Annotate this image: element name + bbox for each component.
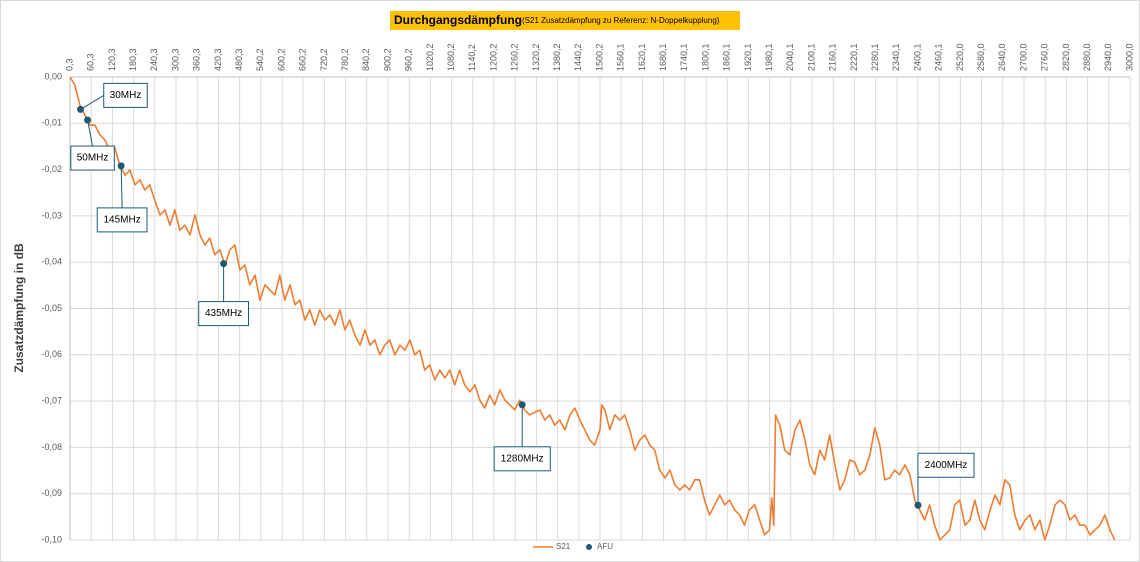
x-tick-label: 1980,1: [764, 43, 774, 71]
x-tick-label: 2820,0: [1061, 43, 1071, 71]
data-point: [220, 260, 228, 268]
x-tick-label: 2640,0: [997, 43, 1007, 71]
title-box: [390, 11, 740, 30]
y-tick-label: 0,00: [44, 71, 62, 81]
x-tick-label: 780,2: [340, 48, 350, 71]
callout-pointer: [87, 119, 94, 147]
x-tick-label: 2160,1: [828, 43, 838, 71]
x-tick-label: 2040,1: [785, 43, 795, 71]
x-tick-label: 960,2: [404, 48, 414, 71]
callout-label: 145MHz: [104, 215, 141, 226]
y-tick-label: -0,09: [41, 488, 62, 498]
data-line: [70, 76, 1116, 541]
callout-box: [103, 82, 148, 108]
chart-title: Durchgangsdämpfung: [394, 13, 522, 27]
chart-subtitle: (S21 Zusatzdämpfung zu Referenz: N-Doppe…: [522, 16, 720, 25]
callout-box: [96, 207, 148, 233]
x-tick-label: 840,2: [361, 48, 371, 71]
y-axis-label: Zusatzdämpfung in dB: [12, 243, 26, 373]
x-tick-label: 1080,2: [446, 43, 456, 71]
callout-pointer: [120, 165, 123, 208]
x-tick-label: 540,2: [255, 48, 265, 71]
callout-label: 30MHz: [110, 90, 142, 101]
x-tick-label: 300,3: [170, 48, 180, 71]
callout-label: 435MHz: [205, 308, 242, 319]
x-tick-label: 2460,1: [934, 43, 944, 71]
y-tick-label: -0,02: [41, 164, 62, 174]
callout-label: 1280MHz: [501, 453, 544, 464]
x-tick-label: 1320,2: [531, 43, 541, 71]
x-tick-label: 2880,0: [1082, 43, 1092, 71]
x-tick-label: 1620,1: [637, 43, 647, 71]
callout-box: [70, 145, 115, 171]
x-tick-label: 1920,1: [743, 43, 753, 71]
x-tick-label: 2760,0: [1040, 43, 1050, 71]
callout-box: [917, 452, 975, 478]
y-tick-label: -0,03: [41, 210, 62, 220]
x-tick-label: 2940,0: [1103, 43, 1113, 71]
x-tick-label: 1380,2: [552, 43, 562, 71]
y-tick-label: -0,08: [41, 442, 62, 452]
x-tick-label: 480,3: [234, 48, 244, 71]
y-tick-label: -0,10: [41, 534, 62, 544]
y-tick-label: -0,01: [41, 118, 62, 128]
x-tick-label: 1200,2: [488, 43, 498, 71]
legend-label: S21: [556, 542, 571, 551]
x-tick-label: 600,2: [276, 48, 286, 71]
x-tick-label: 720,2: [319, 48, 329, 71]
data-point: [84, 116, 92, 124]
x-tick-label: 240,3: [149, 48, 159, 71]
x-tick-label: 2100,1: [806, 43, 816, 71]
callout-box: [493, 446, 551, 472]
x-tick-label: 660,2: [298, 48, 308, 71]
x-tick-label: 1500,2: [594, 43, 604, 71]
x-tick-label: 1680,1: [658, 43, 668, 71]
x-tick-label: 2220,1: [849, 43, 859, 71]
callout-label: 2400MHz: [925, 460, 968, 471]
callout-pointer: [80, 94, 105, 110]
x-tick-label: 360,3: [192, 48, 202, 71]
data-point: [914, 501, 922, 509]
x-tick-label: 1140,2: [467, 44, 477, 71]
y-tick-label: -0,07: [41, 395, 62, 405]
data-point: [117, 162, 125, 170]
x-tick-label: 2700,0: [1018, 43, 1028, 71]
x-tick-label: 1260,2: [510, 43, 520, 71]
legend-label: AFU: [597, 542, 613, 551]
x-tick-label: 2520,0: [955, 43, 965, 71]
callout-label: 50MHz: [77, 153, 109, 164]
x-tick-label: 1020,2: [425, 43, 435, 71]
x-tick-label: 2280,1: [870, 43, 880, 71]
x-tick-label: 1860,1: [722, 43, 732, 71]
callout-box: [198, 301, 250, 327]
x-tick-label: 1740,1: [679, 43, 689, 71]
x-tick-label: 2400,1: [912, 43, 922, 71]
x-tick-label: 180,3: [128, 48, 138, 71]
x-tick-label: 120,3: [107, 48, 117, 71]
x-tick-label: 1440,2: [573, 43, 583, 71]
data-point: [518, 401, 526, 409]
y-tick-label: -0,05: [41, 303, 62, 313]
x-tick-label: 0,3: [64, 58, 74, 71]
x-tick-label: 420,3: [213, 48, 223, 71]
data-point: [76, 105, 84, 113]
legend-swatch: [586, 544, 592, 550]
y-tick-label: -0,06: [41, 349, 62, 359]
y-tick-label: -0,04: [41, 257, 62, 267]
x-tick-label: 2340,1: [891, 43, 901, 71]
x-tick-label: 3000,0: [1124, 43, 1134, 71]
x-tick-label: 900,2: [382, 48, 392, 71]
x-tick-label: 1560,1: [616, 43, 626, 71]
x-tick-label: 2580,0: [976, 43, 986, 71]
x-tick-label: 60,3: [86, 53, 96, 71]
x-tick-label: 1800,1: [700, 43, 710, 71]
